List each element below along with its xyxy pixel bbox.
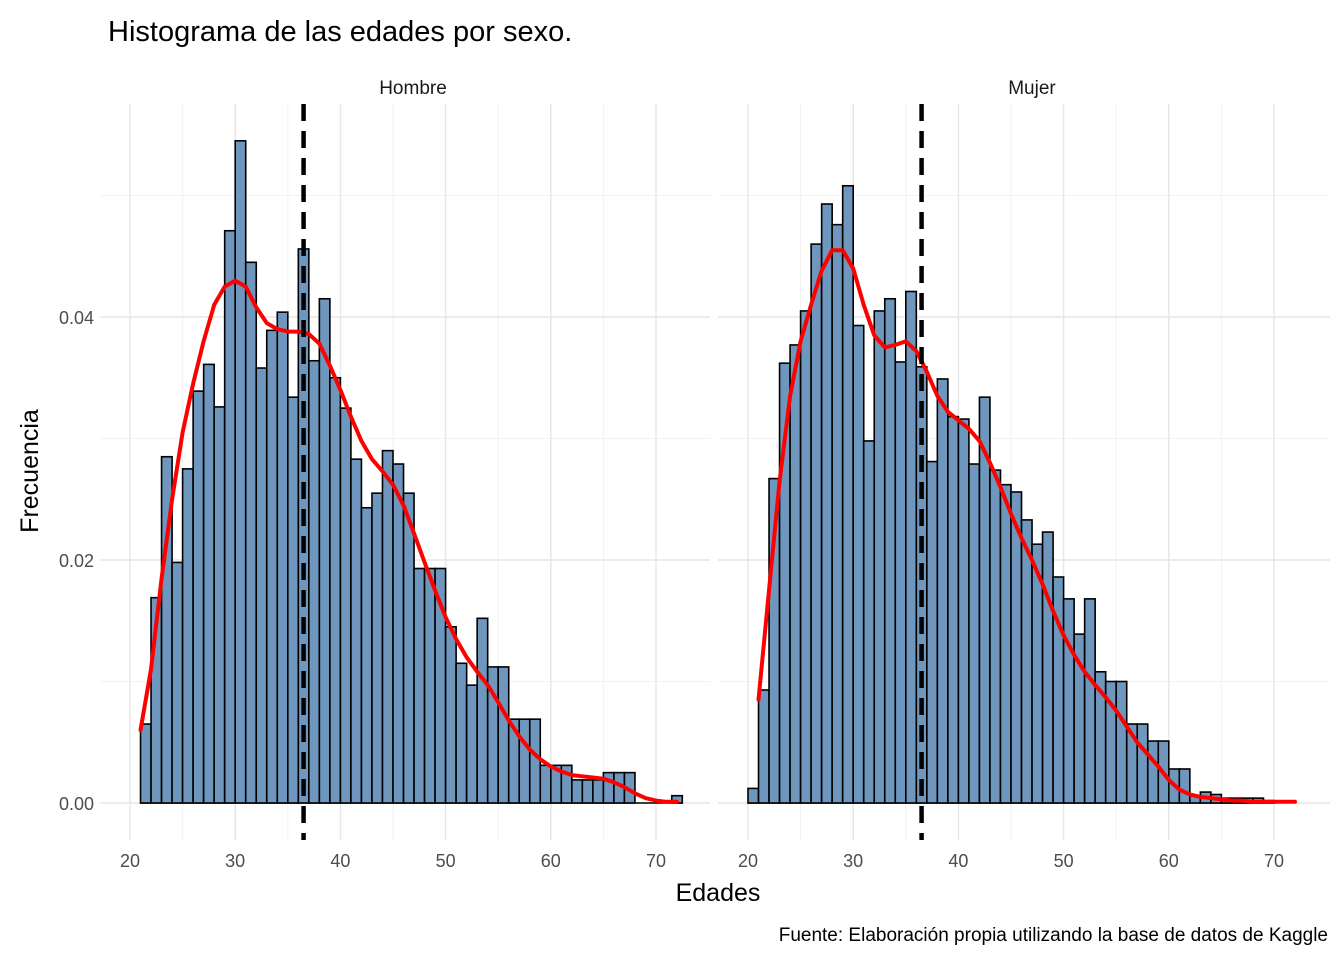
histogram-bar bbox=[213, 406, 226, 804]
histogram-bar bbox=[465, 684, 478, 804]
histogram-bar bbox=[392, 463, 405, 804]
histogram-bar bbox=[820, 203, 833, 804]
histogram-bar bbox=[308, 359, 321, 804]
density-curve bbox=[756, 248, 1297, 804]
histogram-bar bbox=[581, 779, 594, 804]
histogram-bar bbox=[789, 344, 802, 804]
x-tick-label: 50 bbox=[1054, 851, 1074, 871]
histogram-bar bbox=[444, 626, 457, 804]
y-tick-label: 0.04 bbox=[59, 308, 94, 328]
histogram-bar bbox=[276, 311, 289, 804]
histogram-bar bbox=[1136, 723, 1149, 804]
histogram-bar bbox=[904, 290, 918, 804]
histogram-bar bbox=[318, 297, 331, 804]
histogram-bar bbox=[968, 463, 981, 804]
x-tick-label: 60 bbox=[541, 851, 561, 871]
histogram-bar bbox=[202, 363, 215, 804]
histogram-bar bbox=[810, 243, 823, 804]
histogram-bar bbox=[539, 764, 552, 804]
histogram-bar bbox=[255, 367, 268, 804]
x-axis-label: Edades bbox=[676, 879, 761, 907]
histogram-bar bbox=[1115, 680, 1128, 804]
histogram-bar bbox=[476, 617, 489, 804]
histogram-bar bbox=[171, 561, 184, 804]
x-tick-label: 20 bbox=[120, 851, 140, 871]
histogram-bar bbox=[402, 492, 415, 804]
histogram-bar bbox=[339, 407, 352, 804]
histogram-bar bbox=[999, 483, 1012, 804]
x-tick-label: 20 bbox=[738, 851, 758, 871]
histogram-bar bbox=[852, 324, 865, 804]
histogram-bar bbox=[423, 567, 436, 804]
y-axis-label: Frecuencia bbox=[16, 409, 44, 533]
histogram-bar bbox=[234, 140, 247, 804]
histogram-bar bbox=[244, 261, 258, 804]
histogram-bar bbox=[894, 361, 907, 804]
histogram-bar bbox=[862, 440, 876, 804]
histogram-bar bbox=[757, 689, 770, 804]
histogram-bar bbox=[350, 458, 363, 804]
histogram-bar bbox=[873, 310, 886, 804]
facet-strip-label: Hombre bbox=[379, 78, 447, 99]
histogram-bar bbox=[747, 787, 760, 804]
histogram-bar bbox=[181, 468, 194, 804]
histogram-bar bbox=[1020, 519, 1033, 804]
histogram-bar bbox=[286, 396, 300, 804]
histogram-bar bbox=[926, 460, 939, 804]
histogram-bar bbox=[1178, 768, 1191, 804]
x-tick-label: 40 bbox=[948, 851, 968, 871]
facet-panel-1: Mujer 20 30 40 50 60 70 bbox=[718, 78, 1330, 871]
histogram-bar bbox=[989, 469, 1002, 804]
facet-panels: Hombre 20 30 40 50 60 70 0.00 0.02 0.04 Mujer 20 30 4… bbox=[59, 78, 1330, 871]
histogram-bar bbox=[497, 666, 510, 804]
histogram-bar bbox=[1041, 531, 1054, 804]
histogram-bar bbox=[841, 184, 854, 804]
histogram-bar bbox=[455, 662, 468, 804]
x-tick-label: 40 bbox=[330, 851, 350, 871]
histogram-bar bbox=[139, 723, 152, 804]
histogram-bar bbox=[223, 229, 236, 804]
histogram-bar bbox=[1062, 598, 1075, 804]
histogram-bar bbox=[265, 329, 279, 804]
histogram-bar bbox=[831, 223, 844, 804]
x-tick-label: 30 bbox=[843, 851, 863, 871]
x-tick-label: 50 bbox=[436, 851, 456, 871]
x-tick-label: 60 bbox=[1159, 851, 1179, 871]
histogram-bar bbox=[329, 376, 342, 804]
histogram-bar bbox=[528, 718, 542, 804]
facet-panel-0: Hombre 20 30 40 50 60 70 0.00 0.02 0.04 bbox=[59, 78, 710, 871]
histogram-bar bbox=[360, 506, 373, 804]
histogram-bar bbox=[571, 779, 584, 804]
histogram-bar bbox=[381, 449, 394, 804]
chart-caption: Fuente: Elaboración propia utilizando la… bbox=[779, 925, 1328, 946]
histogram-bar bbox=[1083, 598, 1096, 804]
x-tick-label: 70 bbox=[1264, 851, 1284, 871]
histogram-bar bbox=[799, 310, 812, 804]
density-curve bbox=[138, 278, 679, 804]
histogram-bar bbox=[518, 718, 531, 804]
histogram-bar bbox=[192, 390, 205, 804]
x-tick-label: 70 bbox=[646, 851, 666, 871]
histogram-bar bbox=[957, 418, 970, 804]
histogram-bar bbox=[936, 378, 949, 804]
histogram-bar bbox=[371, 492, 384, 804]
histogram-bar bbox=[1146, 740, 1160, 804]
y-tick-label: 0.00 bbox=[59, 794, 94, 814]
x-tick-label: 30 bbox=[225, 851, 245, 871]
histogram-bar bbox=[592, 779, 605, 804]
histogram-bar bbox=[947, 415, 960, 804]
histogram-bar bbox=[413, 567, 426, 804]
histogram-bar bbox=[883, 297, 897, 804]
y-tick-label: 0.02 bbox=[59, 551, 94, 571]
chart-title: Histograma de las edades por sexo. bbox=[108, 16, 572, 48]
facet-strip-label: Mujer bbox=[1008, 78, 1056, 99]
